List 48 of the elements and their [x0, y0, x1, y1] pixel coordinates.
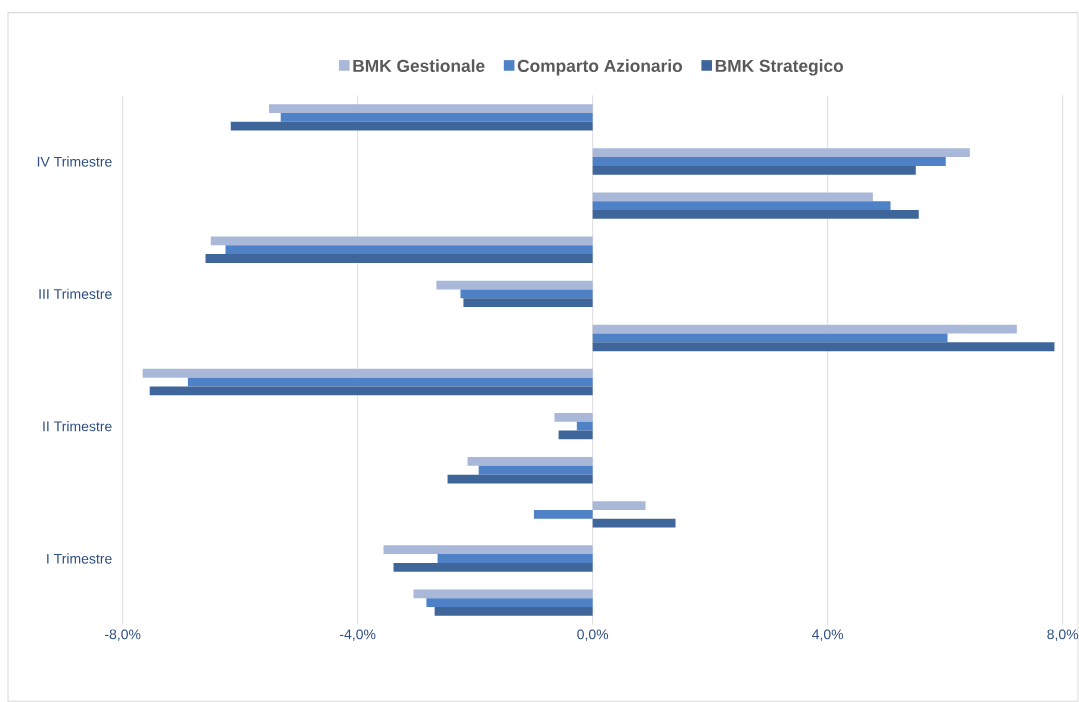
- bar: [592, 210, 919, 219]
- bar: [460, 289, 593, 299]
- y-tick-label: I Trimestre: [47, 553, 112, 564]
- bar: [149, 386, 593, 396]
- bar: [230, 121, 593, 131]
- bar: [205, 254, 593, 263]
- y-tick-label: III Trimestre: [39, 288, 112, 299]
- legend-label: BMK Gestionale: [353, 59, 485, 73]
- bar: [437, 554, 593, 563]
- bar: [383, 545, 593, 555]
- bar: [592, 192, 873, 202]
- bar: [592, 324, 1017, 334]
- bar: [268, 104, 593, 113]
- bar: [426, 598, 593, 607]
- y-tick-label: II Trimestre: [43, 421, 112, 432]
- bar: [393, 562, 593, 572]
- bar: [558, 430, 593, 440]
- bar: [592, 501, 646, 510]
- bar: [436, 280, 593, 290]
- bar: [413, 589, 593, 599]
- bar: [447, 474, 593, 484]
- bar: [533, 509, 593, 519]
- x-tick-label: 0,0%: [577, 629, 609, 641]
- bar: [576, 421, 593, 431]
- bar: [467, 457, 593, 466]
- x-tick-label: 8,0%: [1047, 629, 1079, 641]
- bar: [463, 298, 593, 308]
- bar: [592, 333, 948, 343]
- x-tick-label: -4,0%: [340, 629, 376, 641]
- bar: [225, 245, 593, 255]
- x-tick-label: -8,0%: [105, 629, 141, 641]
- bar: [478, 465, 593, 475]
- y-tick-label: IV Trimestre: [37, 156, 112, 167]
- bar: [210, 236, 593, 246]
- bar: [592, 148, 970, 158]
- bar: [592, 342, 1055, 352]
- bar: [187, 377, 593, 387]
- bar: [142, 368, 593, 378]
- bar: [554, 412, 593, 422]
- bar: [592, 157, 946, 166]
- legend-label: Comparto Azionario: [517, 59, 683, 76]
- x-tick-label: 4,0%: [812, 629, 844, 641]
- bar: [592, 201, 891, 211]
- legend-label: BMK Strategico: [715, 59, 844, 76]
- bar: [434, 607, 593, 616]
- bar: [592, 518, 676, 528]
- bar: [280, 112, 593, 122]
- bar: [592, 165, 916, 175]
